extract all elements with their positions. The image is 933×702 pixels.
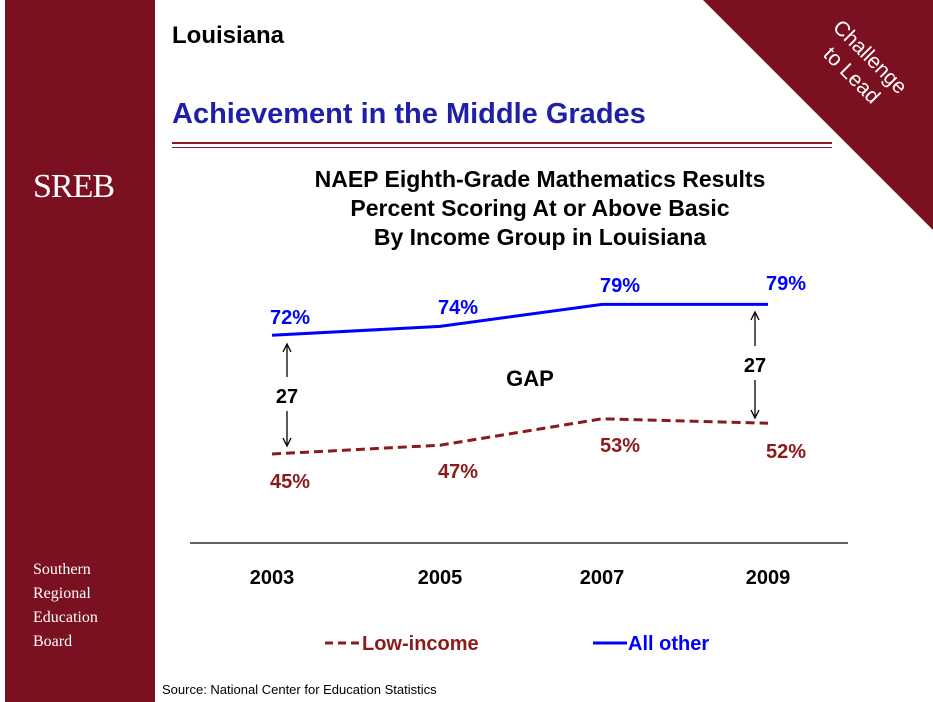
chart-title-line: Percent Scoring At or Above Basic <box>350 195 730 221</box>
org-line: Board <box>33 633 73 650</box>
x-tick-label: 2005 <box>418 567 463 589</box>
gap-label: GAP <box>506 366 554 391</box>
data-label-all-other: 79% <box>766 273 806 295</box>
data-label-all-other: 79% <box>600 275 640 297</box>
gap-arrowhead-down <box>282 437 292 448</box>
corner-banner: Challenge to Lead <box>703 0 933 230</box>
chart-title: NAEP Eighth-Grade Mathematics Results Pe… <box>200 165 880 252</box>
series-line-all-other <box>271 302 768 337</box>
org-line: Regional <box>33 585 91 602</box>
state-title: Louisiana <box>172 22 285 49</box>
legend-label-all-other: All other <box>628 633 709 655</box>
legend-label-low-income: Low-income <box>362 633 479 655</box>
x-tick-label: 2003 <box>250 567 295 589</box>
gap-value: 27 <box>744 355 766 377</box>
gap-arrowhead-up <box>282 342 292 353</box>
page-title: Achievement in the Middle Grades <box>172 98 646 130</box>
series-line-low-income <box>271 417 769 456</box>
data-label-all-other: 72% <box>270 307 310 329</box>
sidebar: SREB Southern Regional Education Board <box>5 0 155 702</box>
org-name: Southern Regional Education Board <box>33 558 98 654</box>
source-note: Source: National Center for Education St… <box>162 682 437 697</box>
title-divider <box>172 147 832 148</box>
gap-arrowhead-down <box>750 409 760 420</box>
data-label-low-income: 52% <box>766 441 806 463</box>
title-divider <box>172 142 832 144</box>
gap-arrowhead-up <box>750 310 760 321</box>
org-line: Education <box>33 609 98 626</box>
data-label-low-income: 47% <box>438 461 478 483</box>
sreb-logo: SREB <box>33 168 115 205</box>
x-tick-label: 2009 <box>746 567 791 589</box>
data-label-all-other: 74% <box>438 297 478 319</box>
data-label-low-income: 53% <box>600 435 640 457</box>
data-label-low-income: 45% <box>270 471 310 493</box>
chart-title-line: By Income Group in Louisiana <box>373 224 707 250</box>
gap-value: 27 <box>276 386 298 408</box>
org-line: Southern <box>33 561 91 578</box>
banner-triangle <box>703 0 933 230</box>
x-tick-label: 2007 <box>580 567 625 589</box>
chart-title-line: NAEP Eighth-Grade Mathematics Results <box>314 166 766 192</box>
